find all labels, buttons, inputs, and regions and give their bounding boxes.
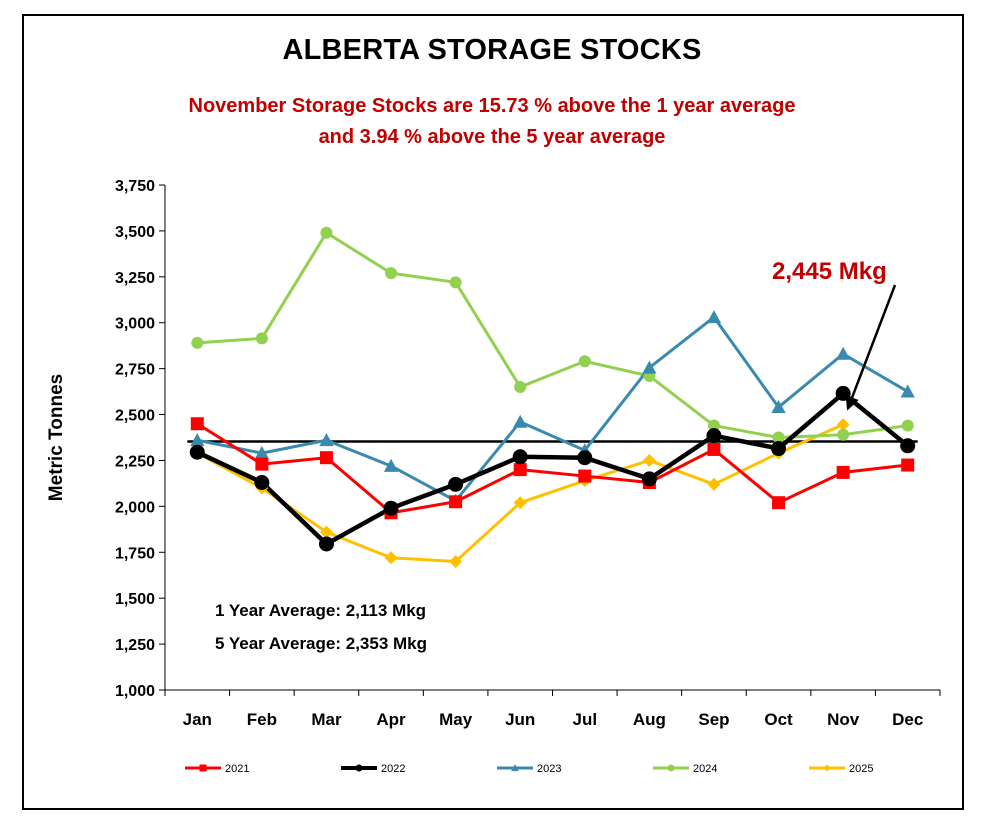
- legend-marker-2021: [199, 764, 207, 772]
- chart-subtitle-line-2: and 3.94 % above the 5 year average: [318, 126, 666, 148]
- series-line-2022: [196, 391, 910, 547]
- y-tick-label: 1,250: [115, 637, 155, 654]
- x-tick-label: Mar: [311, 710, 342, 729]
- x-tick-label: May: [439, 710, 473, 729]
- data-point-2023-Nov: [835, 346, 851, 360]
- legend-marker-2025: [823, 764, 831, 772]
- one-year-average-label: 1 Year Average: 2,113 Mkg: [215, 601, 426, 620]
- y-tick-label: 2,500: [115, 408, 155, 425]
- y-tick-label: 1,500: [115, 591, 155, 608]
- x-tick-label: Nov: [827, 710, 860, 729]
- data-point-2023-Apr: [383, 458, 399, 472]
- chart-frame: [22, 14, 964, 810]
- data-point-2024-Feb: [255, 332, 268, 345]
- legend-label-2025: 2025: [849, 763, 873, 775]
- data-point-2024-Jun: [514, 381, 527, 393]
- y-tick-label: 3,250: [115, 270, 155, 287]
- data-point-2023-Jan: [190, 433, 205, 447]
- data-point-2022-Jul: [577, 450, 593, 466]
- data-point-2023-Feb: [254, 445, 270, 459]
- x-tick-label: Aug: [633, 710, 666, 729]
- x-tick-label: Jul: [573, 710, 598, 729]
- data-point-2025-Nov: [836, 418, 850, 432]
- data-point-2021-Jun: [513, 463, 527, 477]
- x-tick-label: Feb: [247, 710, 277, 729]
- data-point-2025-Sep: [707, 477, 721, 491]
- legend-label-2023: 2023: [537, 763, 561, 775]
- data-point-2021-Nov: [836, 465, 850, 479]
- data-point-2025-Apr: [384, 551, 398, 565]
- data-point-2021-Jan: [190, 417, 204, 431]
- chart-subtitle-line-1: November Storage Stocks are 15.73 % abov…: [188, 95, 796, 117]
- data-point-2025-May: [449, 554, 463, 568]
- series-line-2023: [196, 315, 909, 503]
- data-point-2022-Jun: [512, 449, 528, 465]
- callout-arrow-head: [845, 395, 859, 411]
- y-axis-label: Metric Tonnes: [46, 374, 67, 501]
- data-point-2023-Dec: [900, 384, 915, 398]
- data-point-2024-Sep: [707, 419, 720, 432]
- x-tick-label: Jun: [505, 710, 535, 729]
- data-point-2022-May: [448, 476, 464, 492]
- y-tick-label: 3,500: [115, 224, 155, 241]
- data-point-2023-Jun: [513, 414, 528, 428]
- y-tick-label: 3,000: [115, 316, 155, 333]
- data-point-2022-Jan: [189, 444, 205, 460]
- x-tick-label: Dec: [892, 710, 923, 729]
- y-tick-label: 1,750: [115, 545, 155, 562]
- data-point-2021-Feb: [255, 457, 269, 471]
- data-point-2024-Apr: [385, 267, 398, 280]
- data-point-2021-Dec: [901, 458, 915, 472]
- x-tick-label: Oct: [764, 710, 793, 729]
- data-point-2022-Dec: [900, 438, 916, 454]
- data-point-2021-Oct: [772, 496, 786, 510]
- data-point-2025-Mar: [319, 525, 333, 539]
- five-year-average-label: 5 Year Average: 2,353 Mkg: [215, 634, 427, 653]
- legend-marker-2023: [511, 764, 519, 772]
- y-tick-label: 2,250: [115, 453, 155, 470]
- data-point-2023-Aug: [642, 360, 657, 374]
- data-point-2021-May: [449, 495, 463, 509]
- y-tick-label: 3,750: [115, 178, 155, 195]
- legend-label-2024: 2024: [693, 763, 717, 775]
- y-tick-label: 2,000: [115, 499, 155, 516]
- data-point-2022-Feb: [254, 474, 270, 490]
- data-point-2024-Mar: [320, 226, 333, 239]
- legend-marker-2024: [667, 764, 675, 772]
- legend-label-2022: 2022: [381, 763, 405, 775]
- data-point-2025-Aug: [642, 453, 656, 467]
- data-point-2024-Oct: [772, 431, 785, 444]
- data-point-2024-Jul: [578, 355, 591, 368]
- data-point-2021-Jul: [578, 469, 592, 483]
- x-tick-label: Apr: [376, 710, 406, 729]
- legend-marker-2022: [355, 764, 363, 772]
- data-point-2022-Aug: [641, 471, 657, 487]
- chart-title: ALBERTA STORAGE STOCKS: [282, 34, 702, 66]
- callout-label: 2,445 Mkg: [772, 258, 887, 285]
- y-tick-label: 1,000: [115, 683, 155, 700]
- data-point-2024-May: [449, 276, 462, 289]
- x-tick-label: Jan: [183, 710, 212, 729]
- data-point-2021-Mar: [319, 451, 333, 465]
- data-point-2022-Oct: [771, 441, 787, 457]
- data-point-2023-Sep: [706, 310, 722, 324]
- data-point-2023-Oct: [771, 400, 786, 414]
- data-point-2024-Dec: [901, 419, 914, 432]
- legend-label-2021: 2021: [225, 763, 249, 775]
- x-tick-label: Sep: [698, 710, 729, 729]
- data-point-2022-Apr: [383, 500, 399, 516]
- callout-arrow-line: [848, 284, 897, 404]
- data-point-2024-Nov: [837, 428, 850, 441]
- y-tick-label: 2,750: [115, 362, 155, 379]
- series-line-2021: [196, 422, 908, 515]
- data-point-2025-Jun: [513, 496, 527, 510]
- data-point-2023-Mar: [319, 433, 334, 447]
- data-point-2021-Sep: [707, 442, 721, 456]
- data-point-2024-Jan: [191, 336, 204, 349]
- data-point-2022-Mar: [318, 536, 334, 552]
- data-point-2022-Sep: [706, 428, 722, 444]
